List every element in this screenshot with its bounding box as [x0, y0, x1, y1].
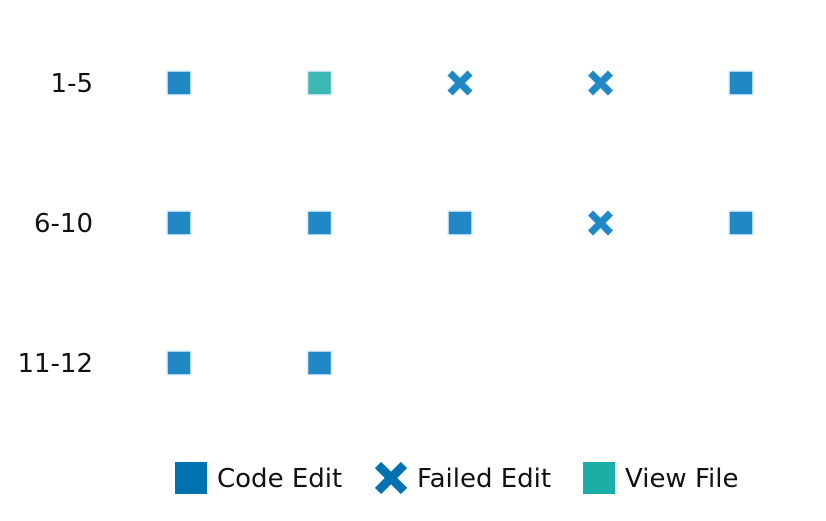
mark-failed-edit-r2-c4 — [587, 209, 614, 237]
mark-failed-edit-r1-c3 — [446, 69, 474, 97]
mark-code-edit-r2-c2 — [306, 210, 333, 236]
mark-code-edit-r2-c5 — [728, 210, 754, 236]
row-label-11-12: 11-12 — [17, 349, 93, 379]
legend-item-failed-edit: Failed Edit — [374, 461, 551, 495]
legend-marker-failed-edit — [374, 461, 408, 495]
mark-code-edit-r2-c1 — [166, 210, 192, 236]
row-label-1-5: 1-5 — [51, 69, 93, 99]
chart-marks — [166, 69, 754, 376]
legend-marker-view-file — [583, 462, 615, 494]
legend-label-failed-edit: Failed Edit — [417, 464, 551, 494]
legend-item-code-edit: Code Edit — [175, 462, 342, 494]
row-label-6-10: 6-10 — [34, 209, 93, 239]
legend-label-code-edit: Code Edit — [217, 464, 342, 494]
legend-item-view-file: View File — [583, 462, 738, 494]
legend-label-view-file: View File — [625, 464, 738, 494]
mark-view-file-r1-c2 — [306, 70, 333, 96]
mark-failed-edit-r1-c4 — [587, 69, 614, 97]
row-labels: 1-5 6-10 11-12 — [17, 69, 93, 379]
legend: Code Edit Failed Edit View File — [175, 461, 738, 495]
legend-marker-code-edit — [175, 462, 207, 494]
mark-code-edit-r1-c1 — [166, 70, 192, 96]
mark-code-edit-r3-c1 — [166, 350, 192, 376]
mark-code-edit-r2-c3 — [447, 210, 473, 236]
mark-code-edit-r3-c2 — [306, 350, 333, 376]
mark-code-edit-r1-c5 — [728, 70, 754, 96]
